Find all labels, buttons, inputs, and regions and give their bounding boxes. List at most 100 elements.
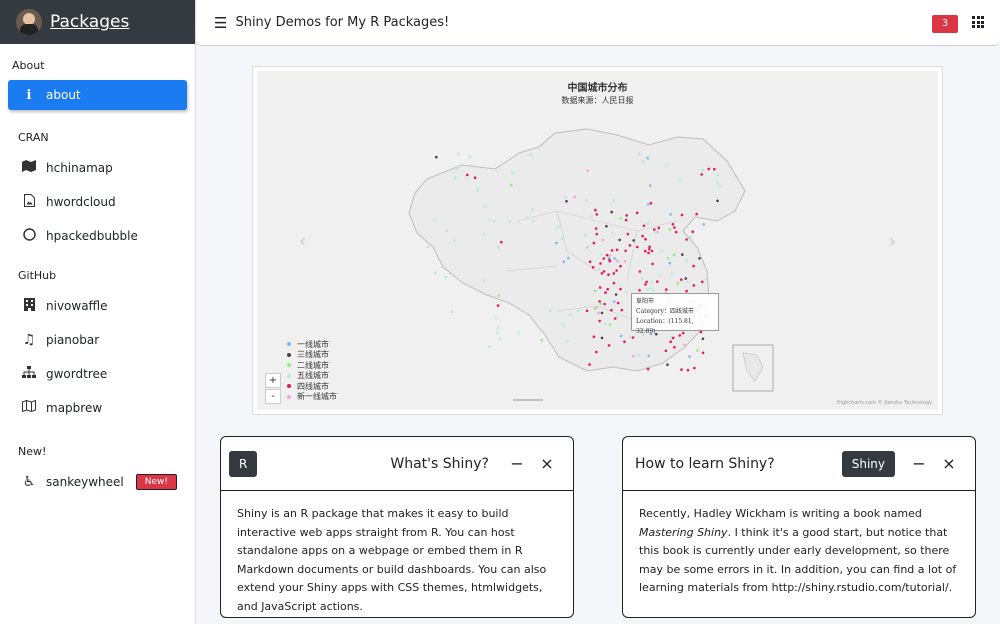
city-point[interactable]	[496, 304, 500, 307]
minimize-icon[interactable]: −	[510, 454, 524, 473]
city-point[interactable]	[482, 233, 485, 237]
city-point[interactable]	[646, 288, 650, 291]
city-point[interactable]	[600, 311, 604, 315]
city-point[interactable]	[624, 249, 627, 253]
city-point[interactable]	[686, 280, 689, 284]
city-point[interactable]	[637, 353, 640, 357]
city-point[interactable]	[647, 251, 650, 255]
city-point[interactable]	[691, 230, 694, 233]
city-point[interactable]	[615, 248, 619, 252]
city-point[interactable]	[618, 238, 621, 242]
city-point[interactable]	[680, 278, 683, 281]
city-point[interactable]	[555, 227, 559, 230]
city-point[interactable]	[613, 257, 616, 260]
city-point[interactable]	[435, 155, 438, 159]
city-point[interactable]	[560, 237, 564, 241]
city-point[interactable]	[494, 315, 498, 319]
city-point[interactable]	[488, 218, 491, 222]
city-point[interactable]	[646, 203, 650, 206]
city-point[interactable]	[434, 271, 437, 275]
city-point[interactable]	[649, 201, 653, 205]
city-point[interactable]	[616, 301, 620, 305]
zoom-in-button[interactable]: +	[265, 373, 281, 388]
city-point[interactable]	[683, 343, 686, 347]
city-point[interactable]	[658, 274, 661, 277]
city-point[interactable]	[684, 277, 688, 280]
city-point[interactable]	[655, 332, 658, 336]
city-point[interactable]	[591, 266, 595, 269]
city-point[interactable]	[497, 326, 500, 330]
city-point[interactable]	[641, 234, 644, 238]
city-point[interactable]	[590, 215, 593, 218]
city-point[interactable]	[669, 213, 672, 216]
city-point[interactable]	[623, 340, 626, 344]
city-point[interactable]	[645, 280, 648, 284]
city-point[interactable]	[716, 173, 720, 177]
city-point[interactable]	[704, 278, 708, 281]
city-point[interactable]	[453, 239, 456, 242]
city-point[interactable]	[617, 260, 621, 264]
city-point[interactable]	[588, 260, 592, 263]
city-point[interactable]	[646, 367, 650, 371]
city-point[interactable]	[642, 160, 645, 163]
city-point[interactable]	[605, 253, 609, 257]
city-point[interactable]	[453, 176, 457, 179]
city-point[interactable]	[531, 219, 534, 223]
city-point[interactable]	[603, 302, 606, 306]
city-point[interactable]	[644, 237, 647, 241]
city-point[interactable]	[607, 256, 611, 260]
city-point[interactable]	[567, 256, 570, 260]
city-point[interactable]	[509, 183, 513, 187]
city-point[interactable]	[511, 171, 514, 174]
city-point[interactable]	[646, 156, 649, 160]
city-point[interactable]	[636, 245, 639, 249]
city-point[interactable]	[685, 259, 688, 262]
city-point[interactable]	[701, 351, 705, 355]
city-point[interactable]	[565, 200, 568, 203]
city-point[interactable]	[628, 335, 632, 339]
city-point[interactable]	[498, 337, 502, 341]
legend-item[interactable]: 五线城市	[287, 371, 337, 382]
city-point[interactable]	[650, 249, 654, 253]
city-point[interactable]	[577, 309, 580, 312]
minimize-icon[interactable]: −	[912, 454, 926, 473]
city-point[interactable]	[671, 336, 675, 340]
city-point[interactable]	[650, 280, 653, 284]
city-point[interactable]	[488, 345, 491, 349]
city-point[interactable]	[702, 223, 705, 226]
legend-item[interactable]: 三线城市	[287, 350, 337, 361]
city-point[interactable]	[631, 336, 635, 339]
city-point[interactable]	[586, 169, 590, 173]
city-point[interactable]	[653, 228, 656, 231]
city-point[interactable]	[642, 224, 646, 228]
city-point[interactable]	[601, 238, 605, 242]
city-point[interactable]	[647, 354, 650, 358]
city-point[interactable]	[615, 259, 619, 263]
brand-name[interactable]: Packages	[50, 12, 130, 32]
city-point[interactable]	[610, 249, 614, 252]
city-point[interactable]	[701, 337, 705, 341]
city-point[interactable]	[594, 208, 597, 212]
city-point[interactable]	[623, 260, 627, 263]
city-point[interactable]	[635, 211, 639, 215]
city-point[interactable]	[620, 308, 624, 312]
city-point[interactable]	[563, 195, 566, 199]
sidebar-item-nivowaffle[interactable]: nivowaffle	[0, 290, 195, 322]
city-point[interactable]	[540, 338, 543, 342]
city-point[interactable]	[608, 254, 612, 257]
city-point[interactable]	[584, 234, 587, 237]
city-point[interactable]	[585, 309, 589, 313]
notification-badge[interactable]: 3	[932, 15, 958, 33]
sidebar-item-hpackedbubble[interactable]: hpackedbubble	[0, 220, 195, 252]
city-point[interactable]	[562, 324, 566, 327]
city-point[interactable]	[555, 241, 558, 245]
city-point[interactable]	[699, 330, 703, 334]
city-point[interactable]	[681, 331, 685, 335]
city-point[interactable]	[693, 366, 696, 370]
city-point[interactable]	[673, 345, 676, 349]
city-point[interactable]	[692, 264, 695, 268]
city-point[interactable]	[616, 315, 619, 319]
city-point[interactable]	[651, 262, 654, 266]
city-point[interactable]	[638, 270, 642, 273]
city-point[interactable]	[600, 336, 604, 340]
